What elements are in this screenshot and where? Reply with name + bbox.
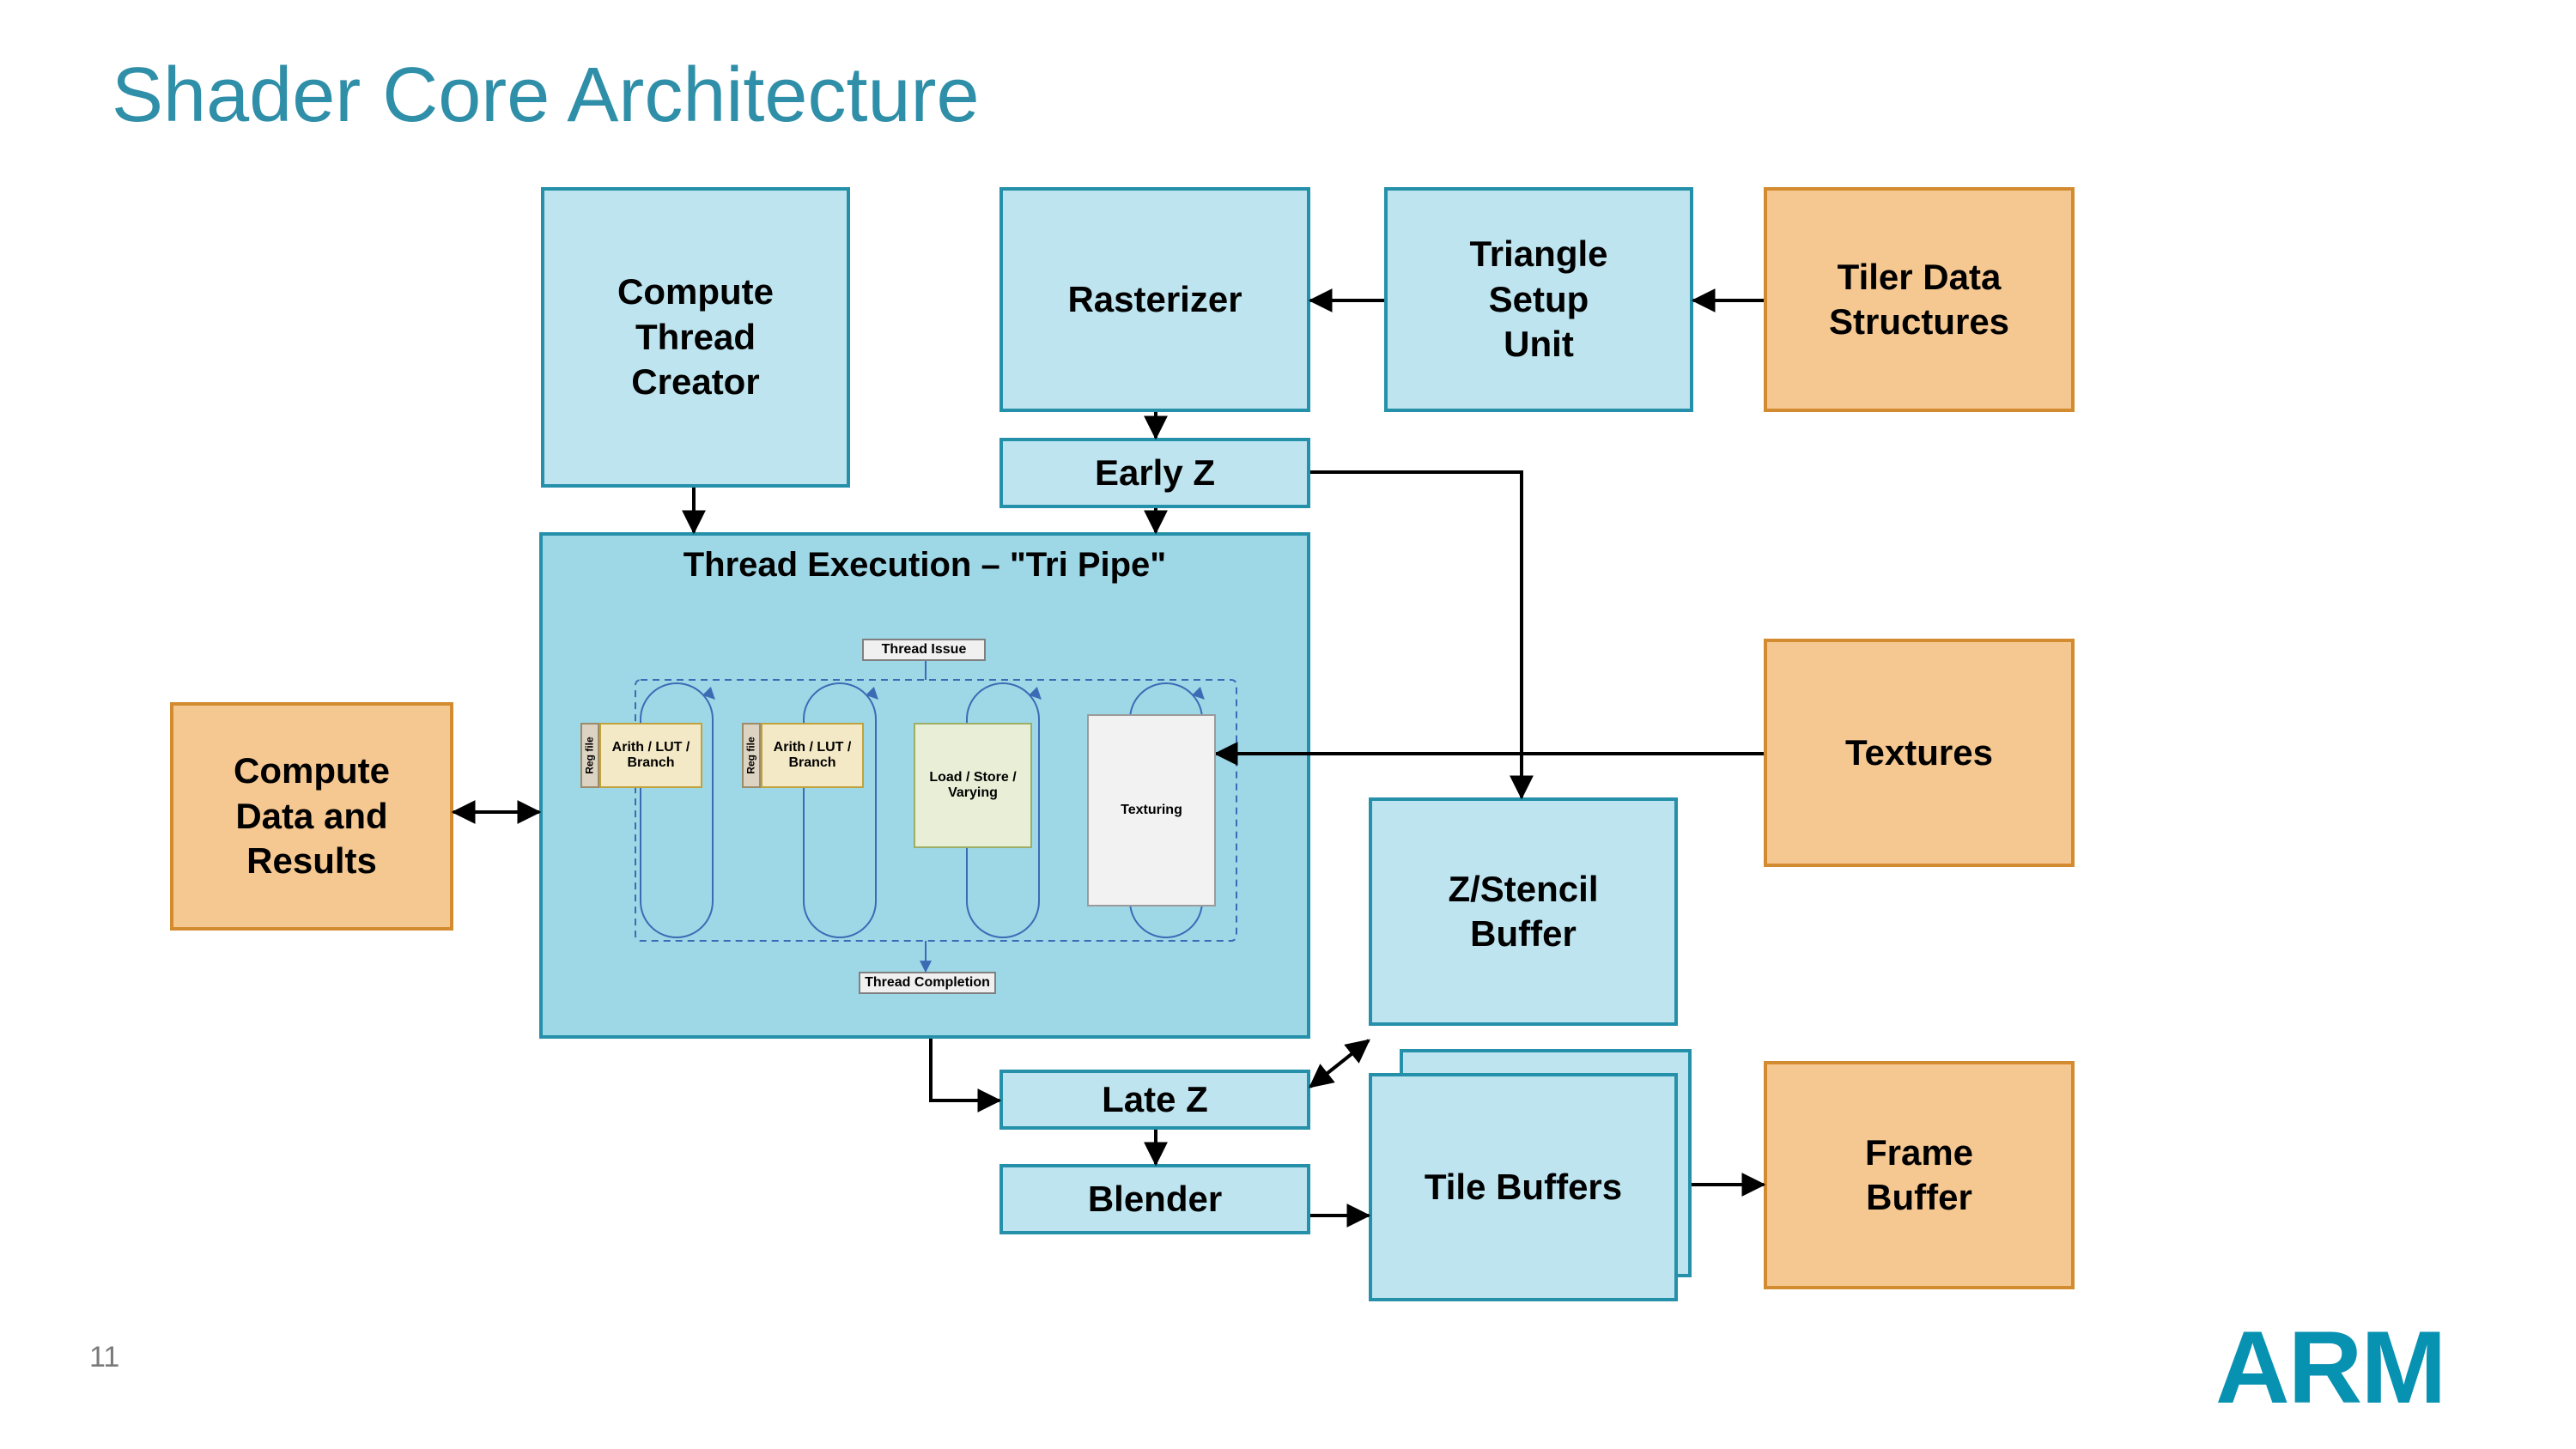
node-compute-data: Compute Data and Results xyxy=(170,702,453,931)
tp-arith1: Arith / LUT / Branch xyxy=(599,723,702,788)
node-blender: Blender xyxy=(999,1164,1310,1234)
mini-label: Thread Completion xyxy=(865,975,990,991)
tp-thread-completion: Thread Completion xyxy=(859,972,996,994)
mini-label: Reg file xyxy=(745,737,757,773)
node-tile-buffers: Tile Buffers xyxy=(1369,1073,1678,1301)
node-tiler-data: Tiler Data Structures xyxy=(1764,187,2075,412)
node-label: Tiler Data Structures xyxy=(1829,255,2009,345)
node-label: Frame Buffer xyxy=(1865,1131,1973,1221)
mini-label: Thread Issue xyxy=(882,642,967,658)
node-frame-buffer: Frame Buffer xyxy=(1764,1061,2075,1289)
node-label: Triangle Setup Unit xyxy=(1469,232,1607,367)
tp-reg2: Reg file xyxy=(742,723,761,788)
node-early-z: Early Z xyxy=(999,438,1310,508)
arm-logo: ARM xyxy=(2215,1308,2445,1427)
tp-tex: Texturing xyxy=(1087,714,1216,906)
slide-number: 11 xyxy=(89,1341,119,1374)
node-label: Rasterizer xyxy=(1067,277,1242,323)
mini-label: Load / Store / Varying xyxy=(929,770,1016,801)
tp-load: Load / Store / Varying xyxy=(914,723,1032,848)
node-label: Early Z xyxy=(1095,451,1215,496)
node-label: Late Z xyxy=(1102,1077,1208,1123)
node-label: Compute Data and Results xyxy=(234,749,390,884)
tri-pipe-title: Thread Execution – "Tri Pipe" xyxy=(539,546,1310,585)
node-late-z: Late Z xyxy=(999,1070,1310,1130)
tp-thread-issue: Thread Issue xyxy=(862,639,986,661)
tp-reg1: Reg file xyxy=(580,723,599,788)
tp-arith2: Arith / LUT / Branch xyxy=(761,723,864,788)
node-label: Tile Buffers xyxy=(1425,1165,1622,1210)
node-label: Textures xyxy=(1845,731,1993,776)
node-triangle-setup: Triangle Setup Unit xyxy=(1384,187,1693,412)
node-compute-thread-creator: Compute Thread Creator xyxy=(541,187,850,488)
node-zstencil: Z/Stencil Buffer xyxy=(1369,797,1678,1026)
mini-label: Arith / LUT / Branch xyxy=(774,740,852,771)
node-rasterizer: Rasterizer xyxy=(999,187,1310,412)
node-label: Z/Stencil Buffer xyxy=(1448,867,1598,957)
mini-label: Arith / LUT / Branch xyxy=(612,740,690,771)
node-label: Compute Thread Creator xyxy=(617,270,774,405)
node-label: Blender xyxy=(1088,1177,1222,1222)
slide-title: Shader Core Architecture xyxy=(112,52,980,140)
node-textures: Textures xyxy=(1764,639,2075,867)
mini-label: Reg file xyxy=(584,737,596,773)
mini-label: Texturing xyxy=(1121,803,1182,818)
